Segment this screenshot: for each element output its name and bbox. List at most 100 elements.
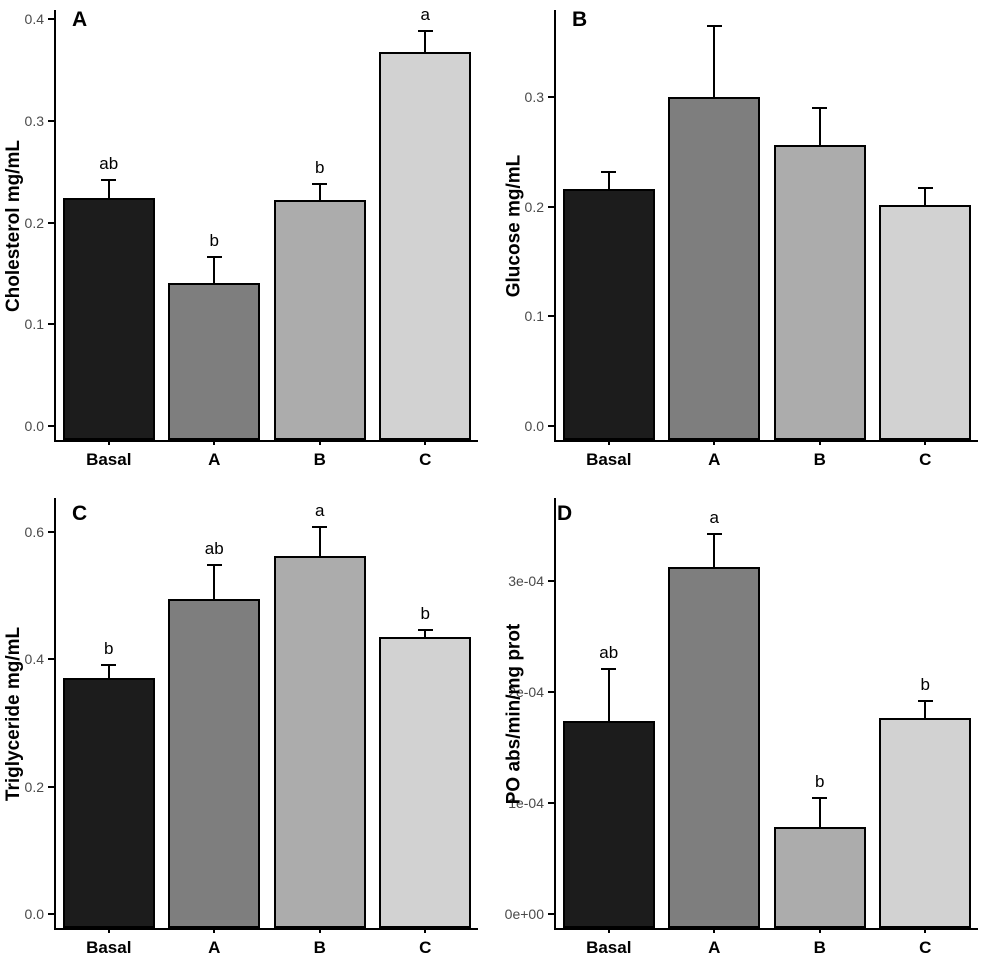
x-category-label: B [813, 938, 826, 957]
significance-letter: ab [599, 643, 619, 663]
panel-triglyceride: C Triglyceride mg/mL 0.0 0.2 0.4 0.6 b Basal a… [0, 488, 500, 976]
y-tick-mark [48, 323, 54, 326]
panel-letter: A [72, 8, 88, 31]
error-bar-cap [417, 30, 433, 33]
error-bar [713, 24, 716, 100]
bar [773, 827, 866, 928]
error-bar-cap [706, 532, 722, 535]
x-category-label: B [813, 450, 826, 469]
y-tick-label: 0e+00 [504, 906, 544, 922]
error-bar [424, 30, 427, 54]
significance-letter: b [315, 157, 325, 177]
significance-letter: a [420, 5, 430, 25]
x-tick-mark [713, 440, 716, 445]
bar-group: ab A [162, 498, 268, 957]
significance-letter: b [815, 772, 825, 792]
bar [62, 198, 155, 440]
bar [562, 720, 655, 928]
y-tick-mark [48, 785, 54, 788]
y-axis-title: PO abs/min/mg prot [503, 623, 524, 805]
error-bar-cap [812, 797, 828, 800]
x-tick-mark [424, 928, 427, 933]
y-tick-label: 0.3 [524, 89, 544, 106]
y-tick-mark [48, 221, 54, 224]
y-tick-mark [48, 18, 54, 21]
x-category-label: Basal [86, 938, 132, 957]
y-tick-label: 0.3 [24, 112, 44, 129]
x-tick-mark [424, 440, 427, 445]
x-tick-mark [107, 440, 110, 445]
y-tick-label: 0.4 [24, 11, 44, 28]
y-tick-label: 0.4 [24, 651, 44, 668]
x-tick-mark [818, 928, 821, 933]
plot-area: 0.0 0.1 0.2 0.3 Basal A B C [525, 10, 978, 469]
x-tick-mark [924, 928, 927, 933]
error-bar-cap [206, 256, 222, 259]
error-bar [607, 668, 610, 723]
x-category-label: B [313, 450, 326, 469]
significance-letter: ab [204, 539, 224, 559]
error-bar [213, 564, 216, 602]
error-bar-cap [417, 629, 433, 632]
panel-letter: C [72, 502, 88, 525]
error-bar-cap [812, 106, 828, 109]
y-tick-label: 0.0 [24, 906, 44, 922]
bar [379, 636, 472, 928]
bar-group: b Basal [56, 498, 162, 957]
error-bar-cap [101, 178, 117, 181]
bar [879, 718, 972, 928]
y-tick-mark [548, 579, 554, 582]
panel-glucose: B Glucose mg/mL 0.0 0.1 0.2 0.3 Basal A B C [500, 0, 1000, 488]
x-tick-mark [607, 928, 610, 933]
y-tick-label: 0.1 [524, 308, 544, 325]
x-category-label: A [208, 938, 221, 957]
y-tick-label: 2e-04 [508, 683, 544, 700]
bar [273, 555, 366, 928]
x-tick-mark [607, 440, 610, 445]
significance-letter: a [315, 500, 325, 520]
x-category-label: Basal [586, 450, 632, 469]
y-tick-mark [48, 530, 54, 533]
panel-cholesterol: A Cholesterol mg/mL 0.0 0.1 0.2 0.3 0.4 ab Bas… [0, 0, 500, 488]
bar [879, 204, 972, 440]
y-tick-mark [48, 119, 54, 122]
error-bar-cap [312, 182, 328, 185]
error-bar-cap [917, 699, 933, 702]
y-tick-mark [48, 425, 54, 427]
y-axis-title: Cholesterol mg/mL [3, 139, 25, 313]
error-bar [818, 797, 821, 830]
error-bar [818, 106, 821, 148]
y-axis-title: Glucose mg/mL [503, 154, 524, 298]
x-tick-mark [318, 928, 321, 933]
error-bar [213, 256, 216, 285]
bar [273, 200, 366, 440]
significance-letter: b [920, 674, 930, 694]
y-tick-label: 1e-04 [508, 794, 544, 811]
y-tick-label: 0.6 [24, 523, 44, 540]
x-category-label: A [208, 450, 221, 469]
error-bar [607, 170, 610, 192]
bar [168, 599, 261, 928]
x-category-label: C [919, 938, 932, 957]
panel-letter: B [572, 8, 588, 31]
x-category-label: A [708, 450, 721, 469]
x-category-label: Basal [86, 450, 132, 469]
panel-letter: D [557, 502, 573, 525]
bar-group: B [767, 10, 873, 469]
x-category-label: A [708, 938, 721, 957]
x-category-label: B [313, 938, 326, 957]
x-tick-mark [107, 928, 110, 933]
error-bar [424, 629, 427, 639]
x-tick-mark [924, 440, 927, 445]
x-category-label: C [919, 450, 932, 469]
significance-letter: ab [99, 153, 119, 173]
y-tick-mark [548, 801, 554, 804]
bar-group: A [662, 10, 768, 469]
